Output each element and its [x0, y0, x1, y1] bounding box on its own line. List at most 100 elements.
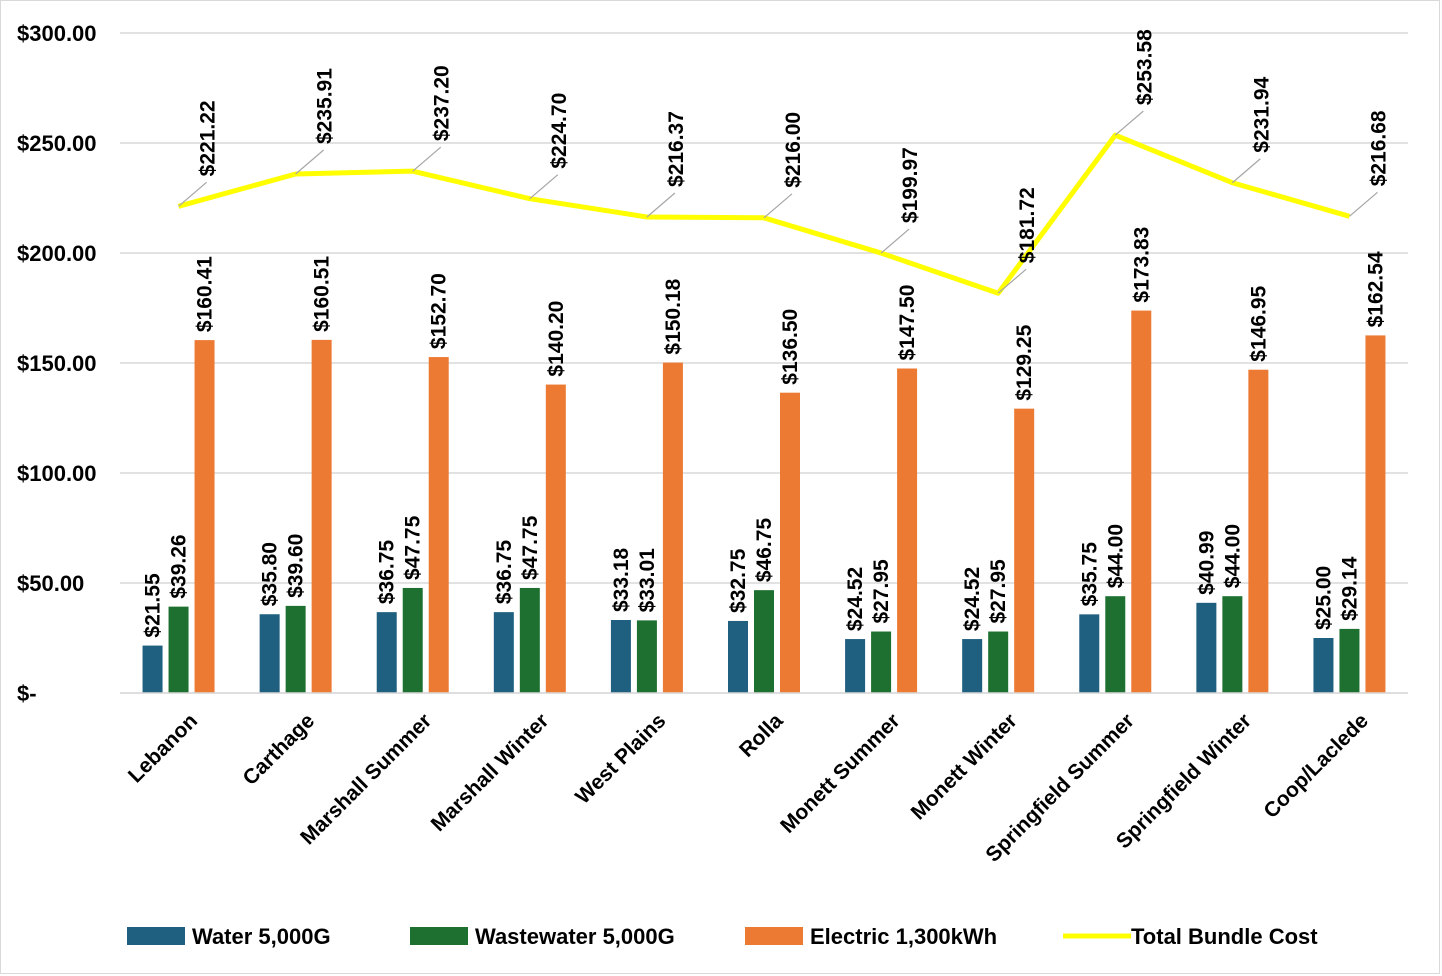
data-label-electric: $173.83 — [1130, 227, 1153, 303]
data-label-electric: $140.20 — [545, 301, 568, 377]
total-leader-line — [295, 149, 325, 175]
data-label-water: $36.75 — [493, 540, 516, 605]
bar-electric — [194, 340, 215, 693]
bar-wastewater — [168, 606, 189, 693]
bar-water — [493, 612, 514, 693]
data-label-electric: $146.95 — [1247, 285, 1270, 361]
x-tick-label: Carthage — [239, 709, 320, 790]
data-label-total: $224.70 — [548, 93, 571, 169]
data-label-electric: $147.50 — [896, 285, 919, 361]
data-label-water: $25.00 — [1312, 566, 1335, 630]
legend-label: Water 5,000G — [192, 924, 331, 949]
bar-water — [1079, 614, 1100, 693]
y-tick-label: $- — [17, 681, 37, 706]
data-label-electric: $150.18 — [662, 278, 685, 354]
total-line — [177, 132, 1351, 296]
data-label-water: $40.99 — [1195, 531, 1218, 595]
x-tick-label: Springfield Winter — [1112, 709, 1256, 853]
data-label-wastewater: $47.75 — [402, 515, 425, 580]
legend-label: Total Bundle Cost — [1131, 924, 1318, 949]
bar-wastewater — [871, 631, 892, 693]
data-label-water: $32.75 — [727, 548, 750, 613]
x-tick-label: Lebanon — [124, 709, 202, 787]
legend-swatch — [745, 927, 803, 945]
data-label-wastewater: $44.00 — [1221, 524, 1244, 588]
total-leader-line — [763, 193, 793, 219]
data-label-electric: $160.41 — [194, 256, 217, 332]
data-label-wastewater: $27.95 — [987, 559, 1010, 624]
bar-water — [1313, 638, 1334, 693]
bar-water — [845, 639, 866, 693]
data-label-electric: $129.25 — [1013, 324, 1036, 400]
data-label-wastewater: $39.26 — [168, 534, 191, 598]
bar-wastewater — [636, 620, 657, 693]
bar-wastewater — [988, 631, 1009, 693]
y-tick-label: $50.00 — [17, 571, 84, 596]
data-label-total: $221.22 — [197, 100, 220, 176]
legend-swatch — [127, 927, 185, 945]
bar-wastewater — [1222, 596, 1243, 693]
data-label-water: $36.75 — [376, 540, 399, 605]
data-label-wastewater: $33.01 — [636, 548, 659, 613]
bar-water — [962, 639, 983, 693]
total-leader-line — [1231, 158, 1261, 184]
data-label-water: $24.52 — [961, 567, 984, 631]
bar-electric — [780, 392, 800, 693]
x-tick-label: West Plains — [571, 709, 670, 808]
bar-water — [376, 612, 397, 693]
x-tick-label: Monett Summer — [776, 709, 904, 837]
bar-water — [610, 620, 631, 693]
bar-wastewater — [1339, 628, 1360, 693]
data-label-wastewater: $47.75 — [519, 515, 542, 580]
bar-water — [728, 620, 748, 693]
bar-electric — [662, 362, 683, 693]
data-label-total: $237.20 — [431, 65, 454, 141]
data-label-electric: $136.50 — [779, 309, 802, 385]
bar-wastewater — [1105, 596, 1126, 693]
data-label-electric: $162.54 — [1364, 251, 1387, 327]
y-tick-label: $100.00 — [17, 461, 97, 486]
x-tick-label: Marshall Summer — [296, 709, 436, 849]
x-tick-label: Monett Winter — [907, 709, 1022, 824]
bar-water — [259, 614, 280, 693]
data-label-total: $199.97 — [899, 147, 922, 223]
data-label-total: $253.58 — [1133, 29, 1156, 105]
bar-wastewater — [519, 587, 540, 693]
total-leader-line — [997, 268, 1027, 294]
bar-electric — [1014, 408, 1035, 693]
bar-electric — [1248, 369, 1269, 693]
bar-wastewater — [285, 605, 306, 693]
x-tick-label: Coop/Laclede — [1259, 709, 1373, 823]
data-label-electric: $160.51 — [311, 256, 334, 332]
y-tick-label: $150.00 — [17, 351, 97, 376]
y-tick-label: $250.00 — [17, 131, 97, 156]
y-tick-label: $300.00 — [17, 21, 97, 46]
bar-water — [1196, 602, 1217, 693]
legend-label: Electric 1,300kWh — [810, 924, 997, 949]
legend-swatch — [410, 927, 468, 945]
bar-electric — [1131, 310, 1152, 693]
bar-electric — [428, 357, 449, 693]
data-label-total: $235.91 — [314, 68, 337, 144]
bar-wastewater — [754, 590, 774, 693]
data-label-total: $181.72 — [1016, 187, 1039, 263]
data-label-water: $24.52 — [844, 567, 867, 631]
data-label-wastewater: $29.14 — [1338, 556, 1361, 621]
bar-electric — [1365, 335, 1386, 693]
bar-wastewater — [402, 587, 423, 693]
total-leader-line — [412, 146, 442, 172]
total-leader-line — [880, 228, 910, 254]
data-label-water: $33.18 — [610, 547, 633, 612]
total-leader-line — [646, 192, 676, 218]
legend-label: Wastewater 5,000G — [475, 924, 675, 949]
bar-electric — [897, 368, 918, 693]
bar-water — [142, 645, 163, 693]
data-label-total: $231.94 — [1250, 77, 1273, 153]
x-tick-label: Marshall Winter — [427, 709, 554, 836]
total-leader-line — [1349, 191, 1378, 217]
y-tick-label: $200.00 — [17, 241, 97, 266]
data-label-wastewater: $46.75 — [753, 518, 776, 583]
data-label-wastewater: $27.95 — [870, 559, 893, 624]
